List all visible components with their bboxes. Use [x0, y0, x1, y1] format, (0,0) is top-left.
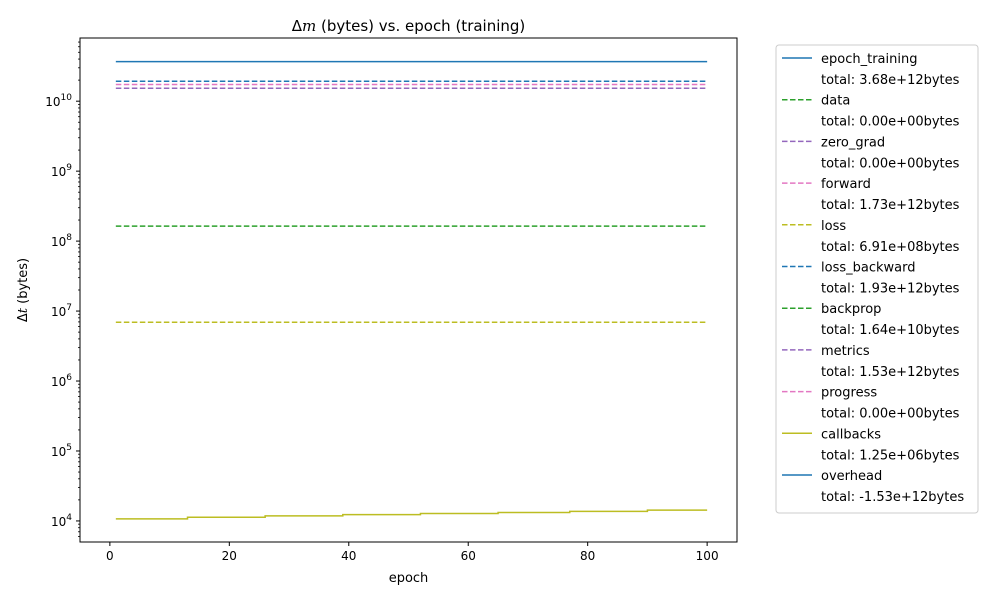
y-tick-base: 10: [51, 515, 66, 529]
chart-title: Δm (bytes) vs. epoch (training): [292, 17, 526, 35]
y-tick-label: 104: [51, 513, 72, 529]
legend-total-progress: total: 0.00e+00bytes: [821, 407, 960, 422]
y-tick-exp: 8: [66, 233, 72, 243]
legend-total-data: total: 0.00e+00bytes: [821, 115, 960, 130]
legend-label-progress: progress: [821, 386, 877, 401]
legend-total-zero_grad: total: 0.00e+00bytes: [821, 156, 960, 171]
series-layer: [115, 60, 708, 520]
x-tick-label: 0: [106, 549, 114, 563]
legend-label-metrics: metrics: [821, 344, 870, 359]
y-tick-label: 108: [51, 233, 72, 249]
legend-label-loss_backward: loss_backward: [821, 261, 915, 276]
ylabel-symbol: t: [16, 307, 31, 313]
legend: epoch_training total: 3.68e+12bytes data to…: [775, 44, 979, 514]
title-rest: (bytes) vs. epoch (training): [316, 17, 525, 35]
legend-total-forward: total: 1.73e+12bytes: [821, 198, 960, 213]
y-tick-base: 10: [51, 165, 66, 179]
title-symbol: m: [302, 17, 316, 35]
plot-frame: [79, 37, 738, 543]
y-tick-label: 1010: [45, 93, 72, 109]
legend-total-metrics: total: 1.53e+12bytes: [821, 365, 960, 380]
x-tick-label: 80: [580, 549, 595, 563]
x-tick-label: 40: [341, 549, 356, 563]
y-tick-base: 10: [51, 375, 66, 389]
x-tick-label: 60: [461, 549, 476, 563]
y-tick-exp: 5: [66, 443, 72, 453]
y-tick-base: 10: [45, 95, 60, 109]
y-tick-label: 105: [51, 443, 72, 459]
legend-total-loss_backward: total: 1.93e+12bytes: [821, 282, 960, 297]
title-delta: Δ: [292, 17, 303, 35]
legend-total-callbacks: total: 1.25e+06bytes: [821, 448, 960, 463]
y-tick-exp: 10: [61, 93, 73, 103]
series-line-callbacks: [115, 509, 708, 520]
legend-total-epoch_training: total: 3.68e+12bytes: [821, 73, 960, 88]
legend-label-zero_grad: zero_grad: [821, 135, 885, 150]
x-tick-label: 100: [696, 549, 719, 563]
legend-label-epoch_training: epoch_training: [821, 52, 917, 67]
legend-label-loss: loss: [821, 219, 846, 234]
legend-label-callbacks: callbacks: [821, 427, 881, 442]
ylabel-delta: Δ: [16, 313, 31, 322]
x-tick-label: 20: [222, 549, 237, 563]
legend-label-overhead: overhead: [821, 469, 882, 484]
y-tick-base: 10: [51, 305, 66, 319]
x-axis-label: epoch: [389, 571, 429, 586]
y-tick-label: 109: [51, 163, 72, 179]
y-axis-label: Δt (bytes): [16, 258, 31, 322]
legend-total-loss: total: 6.91e+08bytes: [821, 240, 960, 255]
legend-total-overhead: total: -1.53e+12bytes: [821, 490, 964, 505]
legend-label-backprop: backprop: [821, 302, 881, 317]
ylabel-rest: (bytes): [16, 258, 31, 308]
y-tick-exp: 9: [66, 163, 72, 173]
y-tick-label: 107: [51, 303, 72, 319]
y-tick-label: 106: [51, 373, 72, 389]
y-tick-base: 10: [51, 235, 66, 249]
y-tick-base: 10: [51, 445, 66, 459]
legend-frame: [775, 44, 979, 514]
legend-label-data: data: [821, 94, 850, 109]
legend-label-forward: forward: [821, 177, 871, 192]
y-tick-exp: 6: [66, 373, 72, 383]
y-tick-exp: 7: [66, 303, 72, 313]
legend-total-backprop: total: 1.64e+10bytes: [821, 323, 960, 338]
y-tick-exp: 4: [66, 513, 72, 523]
